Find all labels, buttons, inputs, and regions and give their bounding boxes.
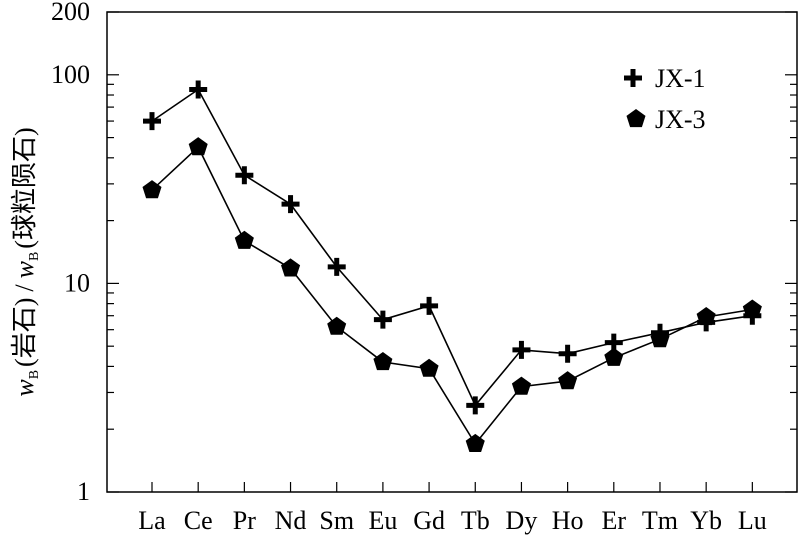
jx-3-point-yb: [696, 307, 716, 326]
legend-label-jx-1: JX-1: [655, 64, 706, 93]
jx-3-point-tm: [650, 329, 670, 348]
x-tick-label-pr: Pr: [233, 506, 256, 535]
ylabel-sub-numerator: B: [27, 370, 42, 379]
jx-3-point-nd: [281, 258, 301, 277]
jx-1-point-nd: [281, 195, 300, 214]
x-tick-label-nd: Nd: [275, 506, 307, 535]
jx-1-point-eu: [373, 310, 392, 329]
legend-marker-pentagon-icon: [626, 109, 646, 128]
jx-3-point-la: [142, 180, 162, 199]
ylabel-var-numerator: w: [10, 379, 39, 397]
y-tick-label-10: 10: [64, 268, 90, 297]
jx-3-point-dy: [511, 376, 531, 395]
jx-1-point-ce: [189, 80, 208, 99]
x-tick-label-eu: Eu: [368, 506, 397, 535]
x-tick-label-ho: Ho: [552, 506, 584, 535]
plot-frame: [106, 11, 798, 493]
series-lines: [151, 88, 753, 446]
legend: JX-1 JX-3: [624, 64, 706, 134]
jx-3-point-pr: [234, 230, 254, 249]
x-tick-labels: La Ce Pr Nd Sm Eu Gd Tb Dy Ho Er Tm Yb Lu: [138, 506, 766, 535]
jx-1-point-la: [143, 112, 161, 131]
x-tick-label-la: La: [138, 506, 166, 535]
ylabel-separator: /: [10, 284, 39, 292]
y-tick-labels: 1 10 100 200: [51, 0, 90, 506]
jx-3-point-ho: [558, 371, 578, 390]
jx-1-point-sm: [327, 257, 346, 276]
y-tick-label-1: 1: [77, 477, 90, 506]
jx-1-point-ho: [558, 344, 577, 363]
x-tick-label-lu: Lu: [738, 506, 767, 535]
x-tick-label-tm: Tm: [642, 506, 678, 535]
jx-3-point-ce: [188, 137, 208, 156]
jx-1-point-pr: [235, 166, 254, 185]
ylabel-denominator: (球粒陨石): [10, 127, 39, 248]
jx-3-point-lu: [742, 299, 762, 318]
jx-1-point-tb: [466, 396, 485, 415]
jx-1-point-gd: [420, 296, 439, 315]
x-tick-label-gd: Gd: [413, 506, 445, 535]
legend-label-jx-3: JX-3: [655, 105, 706, 134]
jx-3-point-sm: [327, 316, 347, 335]
y-axis-label: wB(岩石)/wB(球粒陨石): [10, 127, 42, 396]
y-tick-label-100: 100: [51, 60, 90, 89]
jx-3-point-tb: [465, 433, 485, 452]
series-line-jx-3: [151, 145, 753, 446]
legend-marker-plus-icon: [624, 69, 642, 87]
x-tick-label-er: Er: [602, 506, 627, 535]
ylabel-numerator: (岩石): [10, 298, 39, 367]
jx-3-point-gd: [419, 358, 439, 377]
axis-ticks: [107, 11, 797, 493]
x-tick-label-dy: Dy: [506, 506, 538, 535]
ylabel-var-denominator: w: [10, 260, 39, 278]
jx-1-point-dy: [512, 340, 531, 359]
series-markers: [142, 80, 762, 452]
x-tick-label-sm: Sm: [319, 506, 354, 535]
x-tick-label-yb: Yb: [690, 506, 722, 535]
ylabel-sub-denominator: B: [27, 252, 42, 261]
x-tick-label-tb: Tb: [461, 506, 490, 535]
y-tick-label-200: 200: [51, 0, 90, 26]
x-tick-label-ce: Ce: [184, 506, 213, 535]
jx-3-point-er: [604, 347, 624, 366]
jx-3-point-eu: [373, 352, 393, 371]
